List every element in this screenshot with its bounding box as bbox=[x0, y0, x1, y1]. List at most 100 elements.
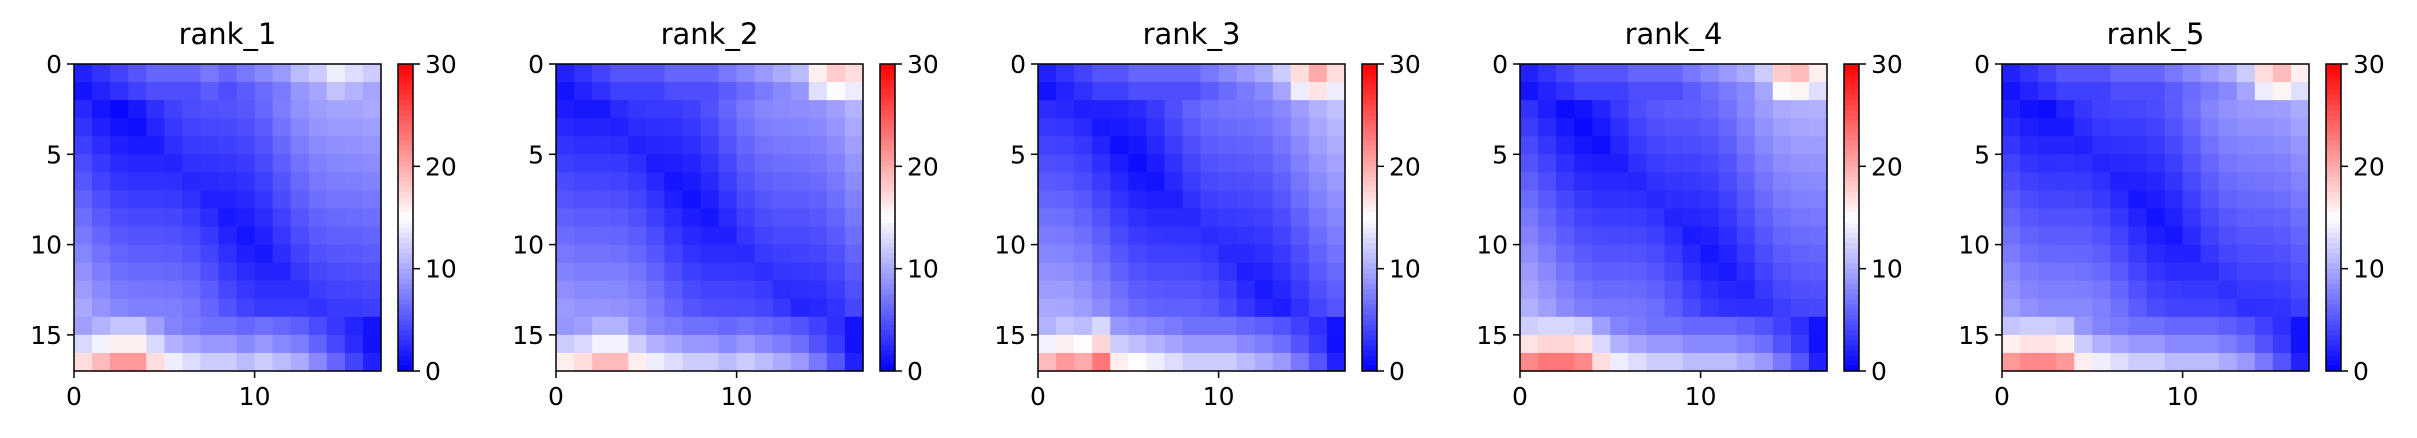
heatmap-cell bbox=[574, 244, 593, 264]
heatmap-cell bbox=[344, 64, 364, 83]
heatmap-cell bbox=[2110, 226, 2130, 246]
heatmap-cell bbox=[1754, 280, 1774, 300]
heatmap-cell bbox=[254, 208, 274, 228]
heatmap-cell bbox=[1236, 190, 1256, 210]
heatmap-cell bbox=[182, 172, 202, 192]
colorbar-segment bbox=[1362, 89, 1377, 96]
heatmap-cell bbox=[1646, 316, 1666, 336]
heatmap-cell bbox=[1664, 154, 1684, 173]
heatmap-cell bbox=[146, 136, 165, 155]
heatmap-cell bbox=[1664, 316, 1684, 336]
heatmap-cell bbox=[2218, 262, 2238, 282]
heatmap-cell bbox=[1056, 154, 1075, 173]
heatmap-cell bbox=[1146, 208, 1166, 228]
colorbar-segment bbox=[1844, 227, 1859, 234]
colorbar-segment bbox=[2326, 156, 2341, 162]
heatmap-cell bbox=[1556, 334, 1575, 354]
heatmap-cell bbox=[1700, 208, 1720, 228]
colorbar-segment bbox=[880, 181, 895, 188]
colorbar-segment bbox=[880, 304, 895, 311]
heatmap-cell bbox=[574, 334, 593, 354]
colorbar-segment bbox=[2326, 253, 2341, 260]
heatmap-cell bbox=[2200, 244, 2220, 264]
colorbar-segment bbox=[1362, 181, 1377, 188]
heatmap-cell bbox=[1610, 262, 1629, 282]
heatmap-cell bbox=[736, 100, 756, 119]
heatmap-cell bbox=[1218, 118, 1238, 137]
colorbar-segment bbox=[1844, 176, 1859, 183]
heatmap-cell bbox=[2218, 190, 2238, 210]
heatmap-cell bbox=[628, 226, 647, 246]
heatmap-cell bbox=[790, 208, 810, 228]
heatmap-cell bbox=[826, 316, 846, 336]
heatmap-cell bbox=[2182, 64, 2202, 83]
heatmap-cell bbox=[826, 244, 846, 264]
heatmap-cell bbox=[2002, 100, 2021, 119]
heatmap-cell bbox=[1736, 298, 1756, 318]
heatmap-cell bbox=[556, 82, 575, 101]
colorbar-segment bbox=[1844, 110, 1859, 116]
heatmap-cell bbox=[1326, 352, 1346, 372]
heatmap-cell bbox=[2146, 118, 2166, 137]
axes-frame bbox=[555, 63, 864, 372]
heatmap-cell bbox=[218, 262, 238, 282]
heatmap-cell bbox=[718, 190, 738, 210]
colorbar-segment bbox=[1362, 197, 1377, 203]
heatmap-cell bbox=[1646, 334, 1666, 354]
y-tick-label: 10 bbox=[512, 231, 544, 260]
heatmap-cell bbox=[1700, 226, 1720, 246]
colorbar-segment bbox=[880, 335, 895, 341]
colorbar-segment bbox=[1844, 253, 1859, 260]
colorbar-segment bbox=[2326, 299, 2341, 306]
heatmap-cell bbox=[2020, 226, 2039, 246]
heatmap-cell bbox=[2110, 118, 2130, 137]
colorbar-segment bbox=[2326, 110, 2341, 116]
heatmap-cell bbox=[1520, 208, 1539, 228]
heatmap-cell bbox=[146, 244, 165, 264]
heatmap-cell bbox=[2020, 136, 2039, 155]
heatmap-cell bbox=[2110, 244, 2130, 264]
heatmap-cell bbox=[2182, 352, 2202, 372]
heatmap-cell bbox=[1790, 352, 1810, 372]
heatmap-cell bbox=[200, 244, 220, 264]
colorbar-segment bbox=[1362, 161, 1377, 167]
heatmap-cell bbox=[254, 244, 274, 264]
heatmap-cell bbox=[362, 190, 382, 210]
heatmap-cell bbox=[2290, 352, 2310, 372]
heatmap-cell bbox=[790, 82, 810, 101]
heatmap-cell bbox=[1646, 64, 1666, 83]
heatmap-cell bbox=[574, 352, 593, 372]
heatmap-cell bbox=[1218, 244, 1238, 264]
heatmap-cell bbox=[628, 208, 647, 228]
heatmap-cell bbox=[1538, 244, 1557, 264]
heatmap-cell bbox=[308, 226, 328, 246]
heatmap-cell bbox=[1592, 208, 1611, 228]
heatmap-cell bbox=[2110, 316, 2130, 336]
heatmap-cell bbox=[1700, 334, 1720, 354]
colorbar-segment bbox=[880, 289, 895, 295]
heatmap-cell bbox=[1520, 226, 1539, 246]
heatmap-cell bbox=[1272, 154, 1292, 173]
colorbar-segment bbox=[880, 84, 895, 91]
heatmap-cell bbox=[1164, 226, 1184, 246]
heatmap-cell bbox=[2254, 118, 2274, 137]
heatmap-cell bbox=[772, 100, 792, 119]
heatmap-cell bbox=[1592, 316, 1611, 336]
heatmap-cells bbox=[2002, 64, 2310, 372]
heatmap-cell bbox=[790, 100, 810, 119]
colorbar-segment bbox=[2326, 145, 2341, 152]
colorbar-segment bbox=[2326, 248, 2341, 254]
heatmap-cell bbox=[2200, 172, 2220, 192]
heatmap-cell bbox=[218, 280, 238, 300]
heatmap-cell bbox=[646, 244, 665, 264]
panel-title: rank_1 bbox=[179, 17, 277, 51]
heatmap-cell bbox=[110, 100, 129, 119]
heatmap-cell bbox=[2110, 64, 2130, 83]
heatmap-cell bbox=[272, 82, 292, 101]
heatmap-cell bbox=[1128, 172, 1147, 192]
heatmap-cell bbox=[1146, 154, 1166, 173]
colorbar-segment bbox=[1844, 319, 1859, 326]
colorbar-segment bbox=[2326, 350, 2341, 357]
heatmap-cell bbox=[128, 334, 147, 354]
heatmap-cell bbox=[1808, 280, 1828, 300]
